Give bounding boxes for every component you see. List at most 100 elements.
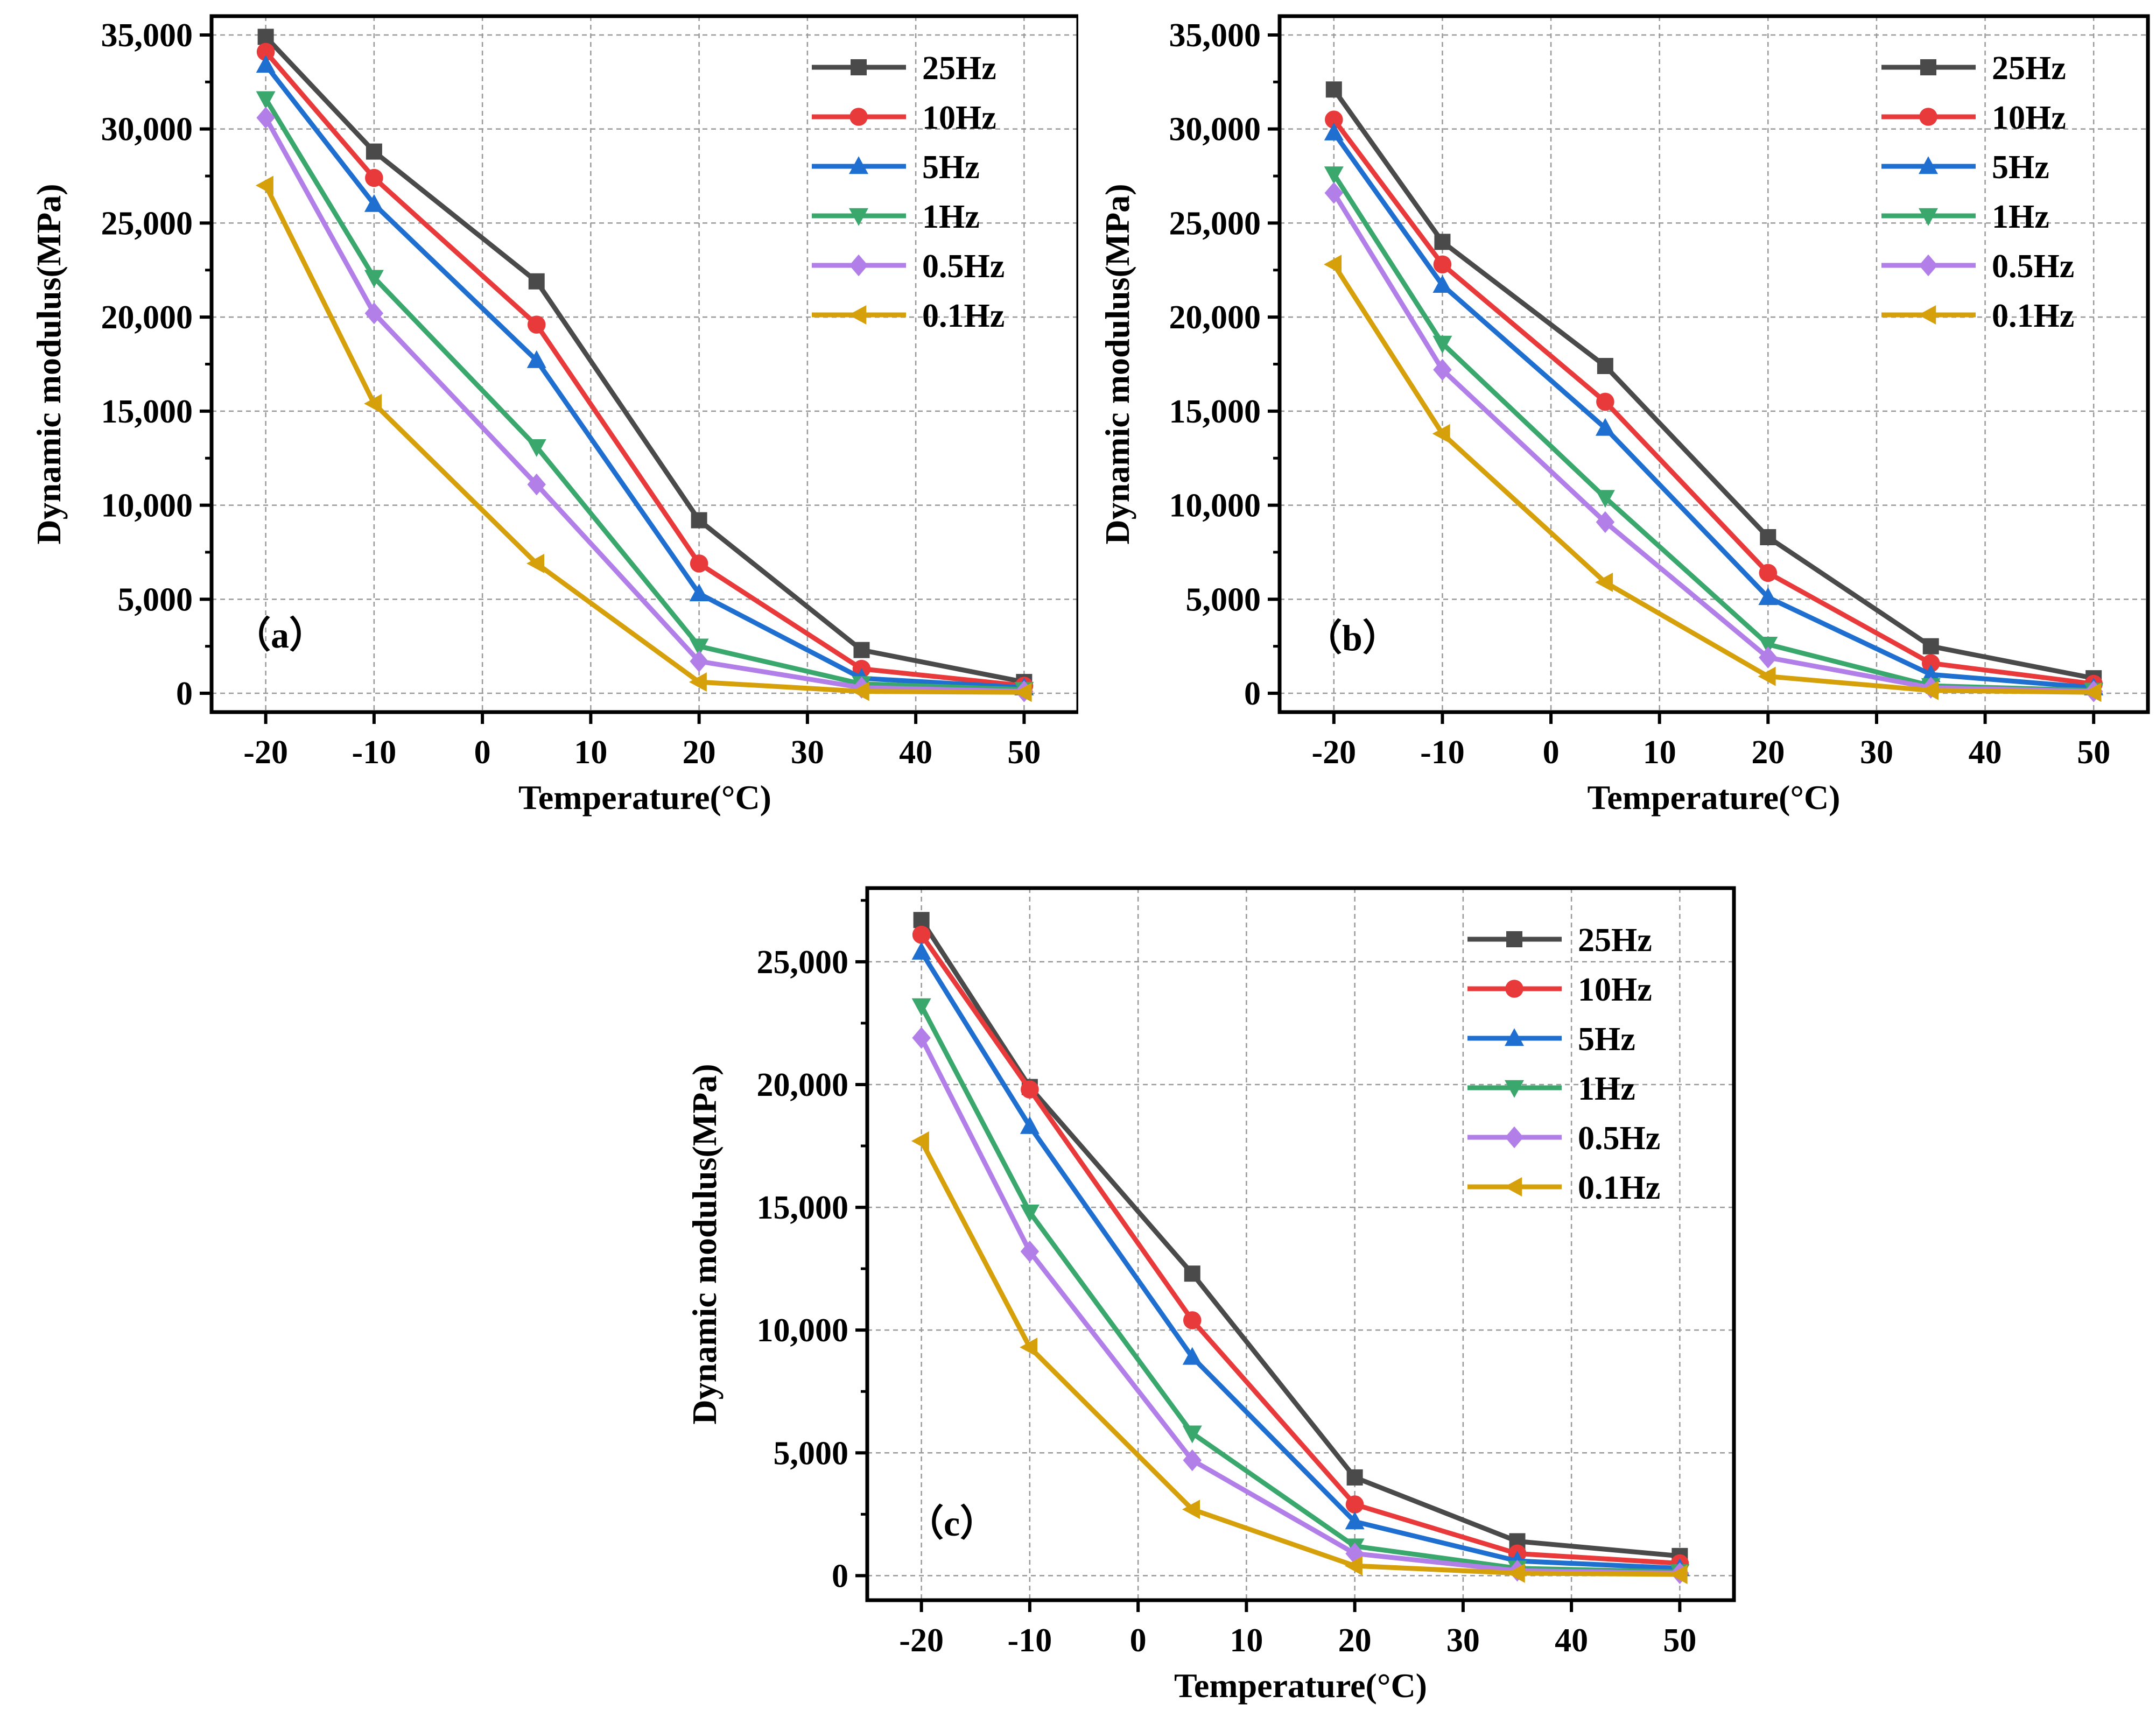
data-point	[1759, 564, 1778, 582]
series-line	[1332, 88, 2095, 681]
y-axis: 0 5,000 10,000 15,000 20,000 25,000 30,000 35,0…	[1169, 17, 1280, 712]
x-tick-label: 20	[1338, 1622, 1372, 1659]
legend-label: 1Hz	[1992, 199, 2049, 235]
series-line	[1331, 192, 2094, 694]
legend-item: 25Hz	[1881, 50, 2066, 87]
y-axis-title: Dynamic modulus(MPa)	[685, 1064, 724, 1424]
y-tick-label: 15,000	[1169, 393, 1261, 430]
data-point	[912, 925, 931, 944]
y-tick-label: 20,000	[1169, 299, 1261, 336]
legend: 25Hz 10Hz 5Hz 1Hz 0.5Hz 0.1Hz	[1467, 922, 1660, 1206]
y-axis: 0 5,000 10,000 15,000 20,000 25,000 30,000 35,0…	[101, 17, 212, 712]
series-line	[1332, 263, 2094, 695]
x-tick-label: 10	[574, 734, 607, 771]
legend-item: 10Hz	[1467, 972, 1652, 1008]
data-point	[1432, 335, 1452, 354]
series-0.1Hz	[1324, 255, 2102, 702]
data-point	[1183, 1311, 1202, 1329]
data-point	[364, 194, 384, 212]
axes-frame	[865, 886, 1736, 1602]
legend-label: 0.1Hz	[1992, 298, 2074, 334]
data-point	[1596, 511, 1615, 533]
data-point	[1922, 638, 1939, 655]
legend-label: 0.5Hz	[1992, 248, 2074, 285]
legend-item: 0.1Hz	[1467, 1170, 1660, 1206]
y-tick-label: 15,000	[757, 1190, 849, 1226]
legend-item: 0.1Hz	[812, 298, 1005, 334]
data-point	[911, 1131, 929, 1151]
x-tick-label: -10	[1008, 1622, 1052, 1659]
series-line	[1332, 131, 2094, 691]
data-point	[1432, 424, 1450, 444]
legend-marker	[1505, 1080, 1524, 1098]
grid	[212, 16, 1078, 712]
legend-item: 1Hz	[1881, 199, 2049, 235]
series-line	[919, 1139, 1680, 1577]
legend-marker	[1504, 1177, 1522, 1197]
data-point	[1021, 1080, 1039, 1099]
data-point	[1325, 110, 1343, 129]
x-tick-label: 50	[1007, 734, 1041, 771]
series-line	[919, 933, 1680, 1566]
data-point	[365, 168, 383, 187]
series-line	[264, 35, 1025, 685]
legend-marker	[851, 59, 867, 75]
data-point	[526, 439, 546, 458]
data-point	[1434, 234, 1451, 250]
series-line	[263, 184, 1024, 695]
legend-marker	[1919, 208, 1938, 226]
series-0.1Hz	[255, 175, 1032, 702]
series-line	[1332, 118, 2094, 687]
x-axis-title: Temperature(°C)	[518, 778, 771, 817]
legend-item: 0.5Hz	[812, 248, 1005, 285]
y-tick-label: 25,000	[101, 205, 193, 242]
data-point	[912, 1027, 931, 1049]
legend-label: 1Hz	[1578, 1071, 1635, 1107]
data-point	[690, 554, 708, 573]
legend-item: 5Hz	[1881, 149, 2049, 186]
data-point	[1345, 1495, 1364, 1514]
data-point	[2083, 682, 2102, 702]
legend-label: 25Hz	[1578, 922, 1652, 959]
legend: 25Hz 10Hz 5Hz 1Hz 0.5Hz 0.1Hz	[1881, 50, 2074, 334]
data-point	[527, 473, 546, 496]
legend-item: 1Hz	[1467, 1071, 1635, 1107]
data-point	[1921, 680, 1939, 700]
legend-label: 10Hz	[1992, 100, 2066, 136]
x-tick-label: -20	[1311, 734, 1356, 771]
series-line	[264, 64, 1024, 691]
data-point	[1758, 636, 1778, 655]
y-tick-label: 35,000	[101, 17, 193, 54]
data-point	[1921, 654, 1940, 672]
x-tick-label: -20	[899, 1622, 944, 1659]
data-point	[1183, 1449, 1202, 1472]
legend-marker	[1505, 1126, 1524, 1149]
y-tick-label: 10,000	[101, 488, 193, 524]
data-point	[526, 350, 546, 368]
data-point	[1324, 122, 1344, 140]
data-point	[1184, 1265, 1200, 1282]
x-axis: -20 -10 0 10 20 30 40 50	[243, 712, 1041, 771]
chart-a-svg: -20 -10 0 10 20 30 40 50 0 5,000 10,000 15,000 20,00…	[30, 14, 1078, 817]
x-tick-label: 50	[2077, 734, 2110, 771]
data-point	[913, 912, 930, 928]
legend-item: 0.5Hz	[1881, 248, 2074, 285]
legend-item: 10Hz	[1881, 100, 2066, 136]
data-point	[1182, 1425, 1202, 1444]
series-line	[263, 97, 1024, 692]
legend-label: 5Hz	[1578, 1021, 1635, 1058]
data-point	[526, 553, 544, 573]
data-point	[1595, 418, 1615, 436]
x-tick-label: 0	[474, 734, 491, 771]
data-point	[1760, 529, 1776, 546]
series-line	[919, 951, 1680, 1571]
data-point	[1595, 490, 1615, 508]
legend-label: 10Hz	[922, 100, 996, 136]
x-tick-label: 30	[1860, 734, 1893, 771]
data-point	[1432, 275, 1452, 293]
data-point	[1325, 81, 1342, 98]
x-axis: -20 -10 0 10 20 30 40 50	[899, 1600, 1696, 1659]
x-tick-label: 30	[1446, 1622, 1480, 1659]
x-tick-label: 50	[1663, 1622, 1696, 1659]
y-tick-label: 10,000	[757, 1312, 849, 1349]
